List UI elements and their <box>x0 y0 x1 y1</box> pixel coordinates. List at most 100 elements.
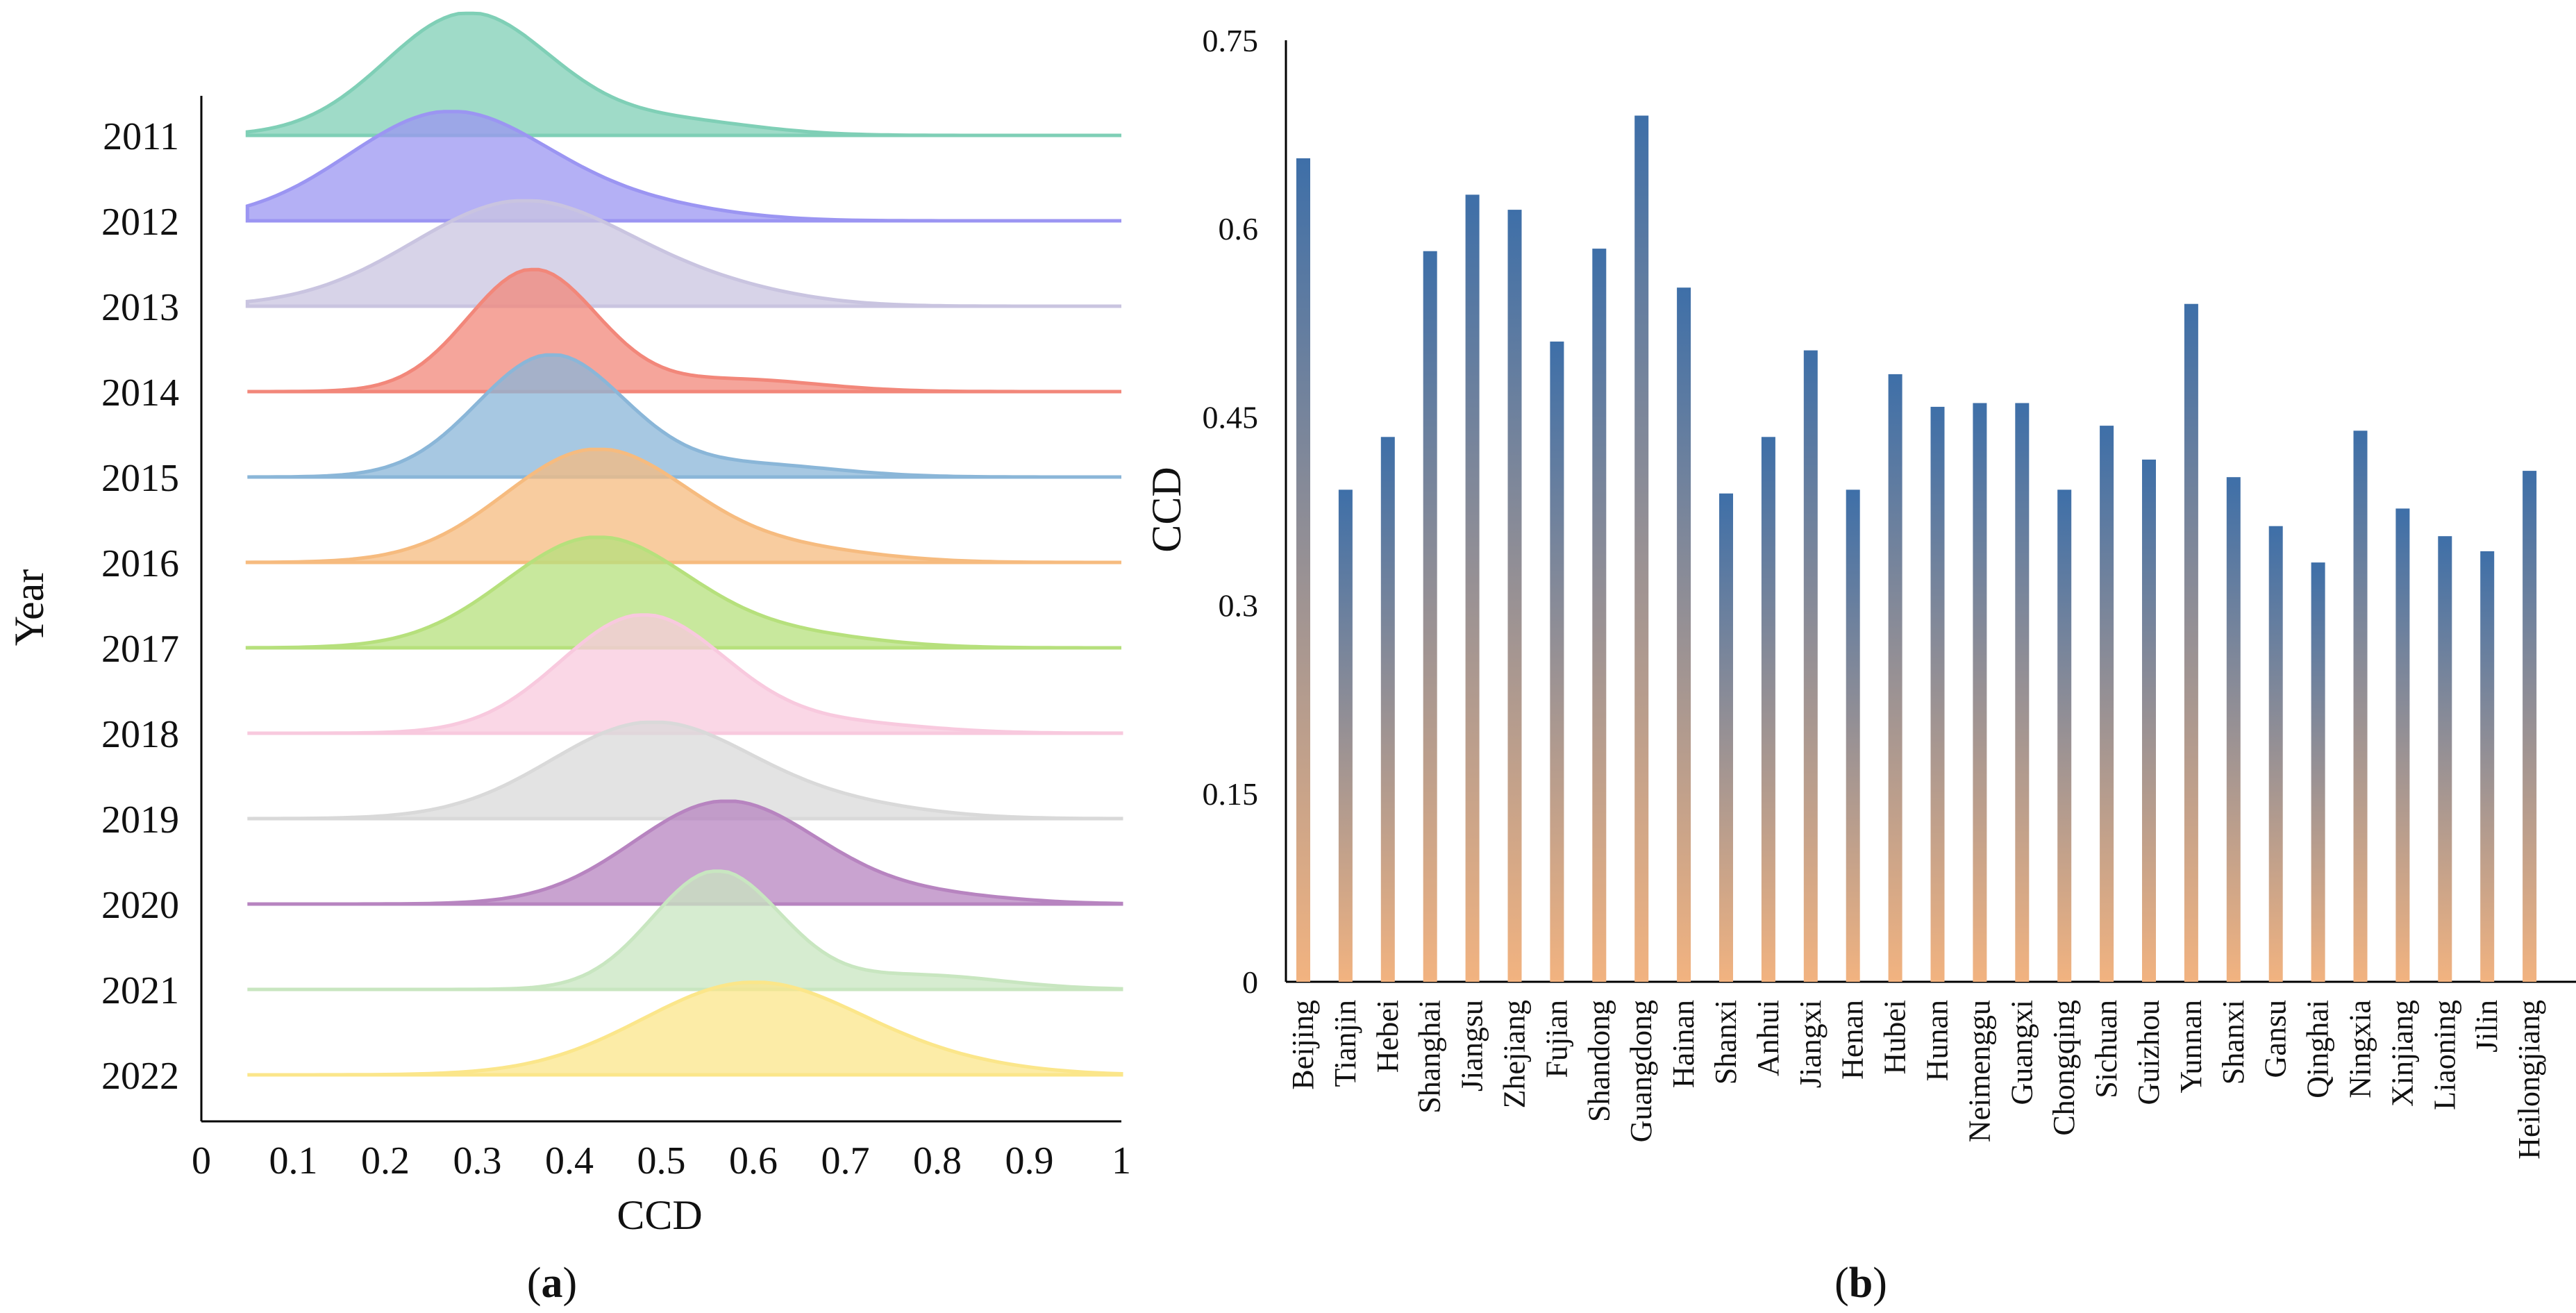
bar-ningxia-25 <box>2353 430 2368 982</box>
bar-x-tick-13: Henan <box>1836 1000 1870 1080</box>
bar-liaoning-27 <box>2438 536 2452 982</box>
bar-anhui-11 <box>1761 437 1775 982</box>
ridges <box>245 11 1123 1077</box>
bar-x-tick-8: Guangdong <box>1624 1000 1658 1142</box>
bar-x-tick-16: Neimenggu <box>1962 1000 1996 1142</box>
bar-yunnan-21 <box>2184 303 2198 982</box>
ridgeline-y-tick-2014: 2014 <box>101 371 179 415</box>
panel-a-label: (a) <box>527 1260 577 1307</box>
ridge-2020 <box>247 799 1123 906</box>
ridgeline-x-axis-title: CCD <box>617 1192 702 1238</box>
ridgeline-y-tick-2016: 2016 <box>101 542 179 585</box>
ridgeline-y-tick-2017: 2017 <box>101 628 179 671</box>
bar-jiangsu-4 <box>1465 194 1480 982</box>
ridgeline-y-tick-2020: 2020 <box>101 884 179 927</box>
bar-x-ticks: Beijing Tianjin Hebei Shanghai Jiangsu Zhejia… <box>1286 1000 2546 1160</box>
ridgeline-y-tick-2021: 2021 <box>101 969 179 1012</box>
bar-heilongjiang-29 <box>2523 471 2537 982</box>
ridgeline-x-tick-4: 0.4 <box>545 1139 594 1182</box>
bar-x-tick-15: Hunan <box>1921 1000 1955 1081</box>
ridge-2018 <box>247 613 1123 735</box>
bar-hebei-2 <box>1380 437 1395 982</box>
bar-x-tick-20: Guizhou <box>2132 1000 2166 1105</box>
bar-chongqing-18 <box>2057 490 2072 982</box>
bar-neimenggu-16 <box>1973 403 1987 982</box>
bar-x-tick-29: Heilongjiang <box>2512 1000 2546 1160</box>
bar-x-tick-21: Yunnan <box>2174 1000 2208 1093</box>
bar-beijing-0 <box>1296 158 1310 982</box>
ridgeline-x-ticks: 0 0.1 0.2 0.3 0.4 0.5 0.6 0.7 0.8 0.9 1 <box>192 1139 1131 1182</box>
ridgeline-y-tick-2011: 2011 <box>103 115 179 158</box>
bar-tianjin-1 <box>1338 490 1353 982</box>
bar-guizhou-20 <box>2142 459 2156 982</box>
bar-shanxi-22 <box>2226 477 2241 982</box>
ridge-2021 <box>247 869 1123 992</box>
ridgeline-y-tick-2018: 2018 <box>101 713 179 756</box>
ridgeline-x-tick-6: 0.6 <box>729 1139 778 1182</box>
bar-y-tick-3: 0.45 <box>1203 399 1259 435</box>
bar-y-tick-2: 0.3 <box>1219 588 1259 624</box>
ridgeline-x-tick-1: 0.1 <box>269 1139 318 1182</box>
ridgeline-x-tick-8: 0.8 <box>913 1139 962 1182</box>
bar-y-tick-5: 0.75 <box>1203 23 1259 58</box>
bar-x-tick-17: Guangxi <box>2005 1000 2039 1105</box>
ridgeline-y-ticks: 2011 2012 2013 2014 2015 2016 2017 2018 2019 2020… <box>101 115 179 1098</box>
ridgeline-chart: 0 0.1 0.2 0.3 0.4 0.5 0.6 0.7 0.8 0.9 1 2011201220… <box>6 11 1131 1307</box>
bar-xinjiang-26 <box>2395 508 2410 982</box>
bar-y-axis-title: CCD <box>1144 467 1189 552</box>
panel-b-label: (b) <box>1834 1260 1887 1307</box>
bar-x-tick-25: Ningxia <box>2343 1000 2377 1098</box>
bar-x-tick-3: Shanghai <box>1413 1000 1447 1114</box>
ridgeline-y-tick-2015: 2015 <box>101 457 179 500</box>
bar-x-tick-2: Hebei <box>1371 1000 1405 1073</box>
bar-x-tick-23: Gansu <box>2259 1000 2293 1078</box>
bar-hubei-14 <box>1888 374 1902 982</box>
bar-x-tick-12: Jiangxi <box>1793 1000 1828 1088</box>
bar-x-tick-0: Beijing <box>1286 1000 1320 1090</box>
bar-y-tick-1: 0.15 <box>1203 776 1259 812</box>
bar-x-tick-27: Liaoning <box>2427 1000 2461 1110</box>
ridge-2014 <box>247 267 1121 394</box>
bar-x-tick-5: Zhejiang <box>1498 1000 1532 1108</box>
bar-x-tick-1: Tianjin <box>1328 1000 1362 1087</box>
bar-y-ticks: 0 0.15 0.3 0.45 0.6 0.75 <box>1203 23 1259 1000</box>
bar-qinghai-24 <box>2311 562 2325 982</box>
bar-shandong-7 <box>1592 249 1607 982</box>
bar-x-tick-28: Jilin <box>2470 1000 2504 1053</box>
ridgeline-x-tick-7: 0.7 <box>821 1139 870 1182</box>
ridgeline-y-tick-2012: 2012 <box>101 201 179 244</box>
ridgeline-x-tick-2: 0.2 <box>361 1139 410 1182</box>
ridgeline-y-tick-2022: 2022 <box>101 1055 179 1098</box>
bar-x-tick-22: Shanxi <box>2216 1000 2250 1085</box>
ridgeline-x-tick-3: 0.3 <box>453 1139 502 1182</box>
bar-x-tick-4: Jiangsu <box>1455 1000 1489 1092</box>
bar-gansu-23 <box>2268 526 2283 982</box>
bar-jilin-28 <box>2480 551 2495 982</box>
bar-zhejiang-5 <box>1507 210 1522 982</box>
bar-x-tick-26: Xinjiang <box>2385 1000 2419 1107</box>
ridge-2017 <box>245 535 1121 650</box>
bars <box>1296 115 2537 982</box>
bar-x-tick-10: Shanxi <box>1709 1000 1743 1085</box>
ridgeline-x-tick-0: 0 <box>192 1139 211 1182</box>
bar-jiangxi-12 <box>1803 350 1818 982</box>
ridge-2015 <box>247 353 1121 479</box>
bar-shanxi-10 <box>1719 493 1733 982</box>
bar-x-tick-6: Fujian <box>1539 1000 1573 1078</box>
bar-sichuan-19 <box>2100 426 2114 982</box>
ridgeline-y-tick-2019: 2019 <box>101 798 179 842</box>
ridgeline-y-axis-title: Year <box>6 569 52 646</box>
bar-x-tick-7: Shandong <box>1582 1000 1616 1122</box>
bar-guangxi-17 <box>2015 403 2030 982</box>
ridgeline-x-tick-9: 0.9 <box>1005 1139 1054 1182</box>
bar-x-tick-9: Hainan <box>1666 1000 1700 1088</box>
ridge-2016 <box>245 447 1121 564</box>
ridge-2019 <box>247 720 1123 821</box>
bar-x-tick-24: Qinghai <box>2301 1000 2335 1098</box>
bar-y-tick-0: 0 <box>1242 964 1258 1000</box>
ridge-2022 <box>247 980 1123 1077</box>
ridge-2011 <box>245 11 1121 137</box>
ridge-2013 <box>245 199 1121 308</box>
bar-x-tick-18: Chongqing <box>2047 1000 2081 1136</box>
